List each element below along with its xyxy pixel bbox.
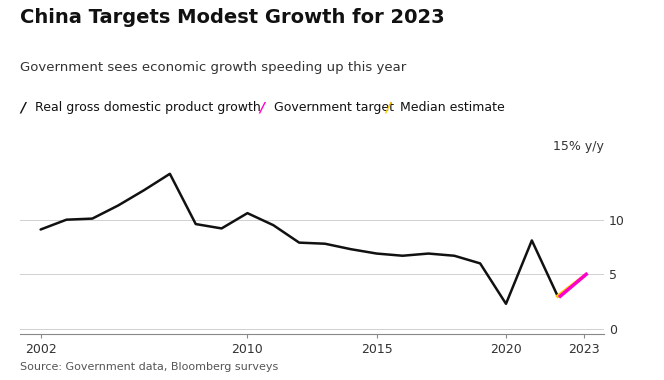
Text: /: / <box>385 101 390 115</box>
Text: Government sees economic growth speeding up this year: Government sees economic growth speeding… <box>20 61 406 74</box>
Text: Real gross domestic product growth: Real gross domestic product growth <box>35 101 260 114</box>
Text: China Targets Modest Growth for 2023: China Targets Modest Growth for 2023 <box>20 8 444 27</box>
Text: /: / <box>20 101 25 115</box>
Text: Government target: Government target <box>274 101 394 114</box>
Text: 15% y/y: 15% y/y <box>553 139 604 153</box>
Text: Median estimate: Median estimate <box>400 101 505 114</box>
Text: /: / <box>259 101 264 115</box>
Text: Source: Government data, Bloomberg surveys: Source: Government data, Bloomberg surve… <box>20 363 278 372</box>
